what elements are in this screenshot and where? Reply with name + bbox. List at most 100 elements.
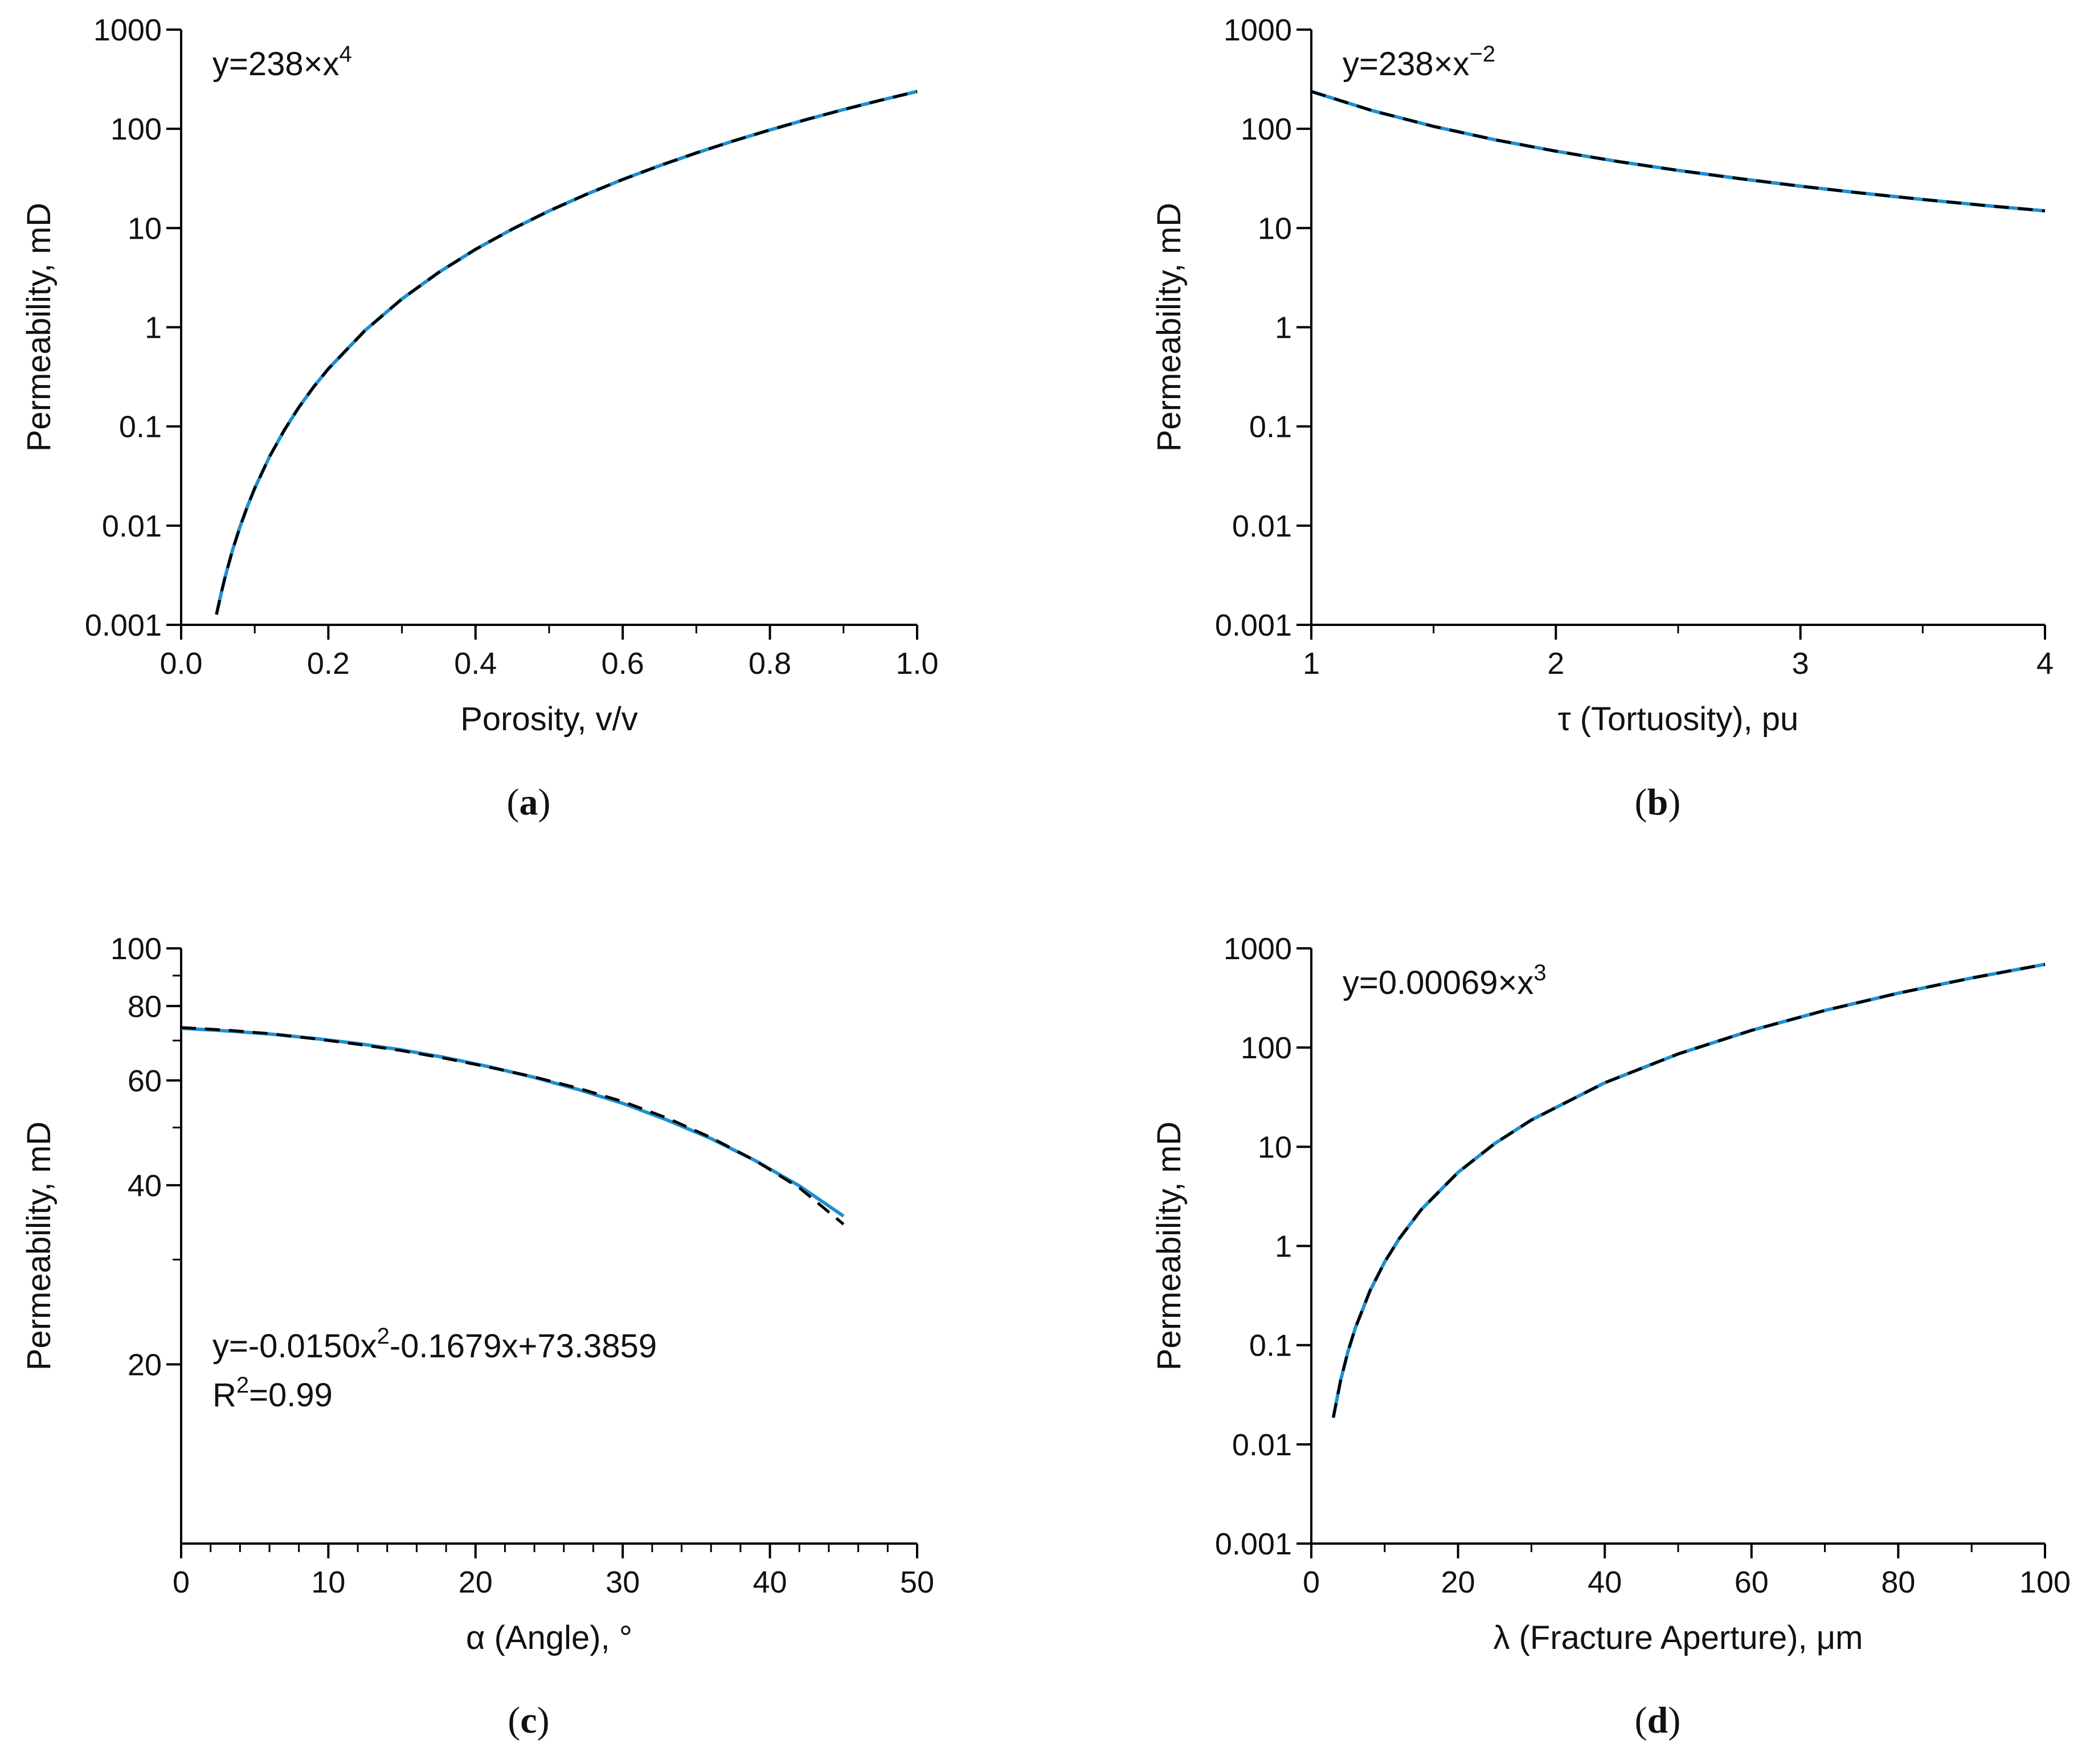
x-tick-label: 0.4 (454, 646, 497, 681)
y-tick-label: 20 (128, 1348, 162, 1382)
x-tick-label: 80 (1881, 1565, 1915, 1599)
equation-prefix: y=238×x (1343, 46, 1470, 83)
caption-close-paren: ) (1668, 781, 1680, 823)
y-tick-label: 40 (128, 1169, 162, 1203)
x-tick-label: 1.0 (895, 646, 938, 681)
y-tick-label: 0.01 (102, 509, 162, 543)
y-tick-label: 0.01 (1232, 1428, 1292, 1462)
caption-letter: d (1647, 1700, 1668, 1741)
y-tick-label: 10 (128, 211, 162, 245)
equation-suffix: -0.1679x+73.3859 (390, 1328, 657, 1365)
series-line-data (215, 90, 918, 615)
y-tick-label: 100 (111, 932, 162, 966)
caption-close-paren: ) (538, 781, 551, 823)
caption-close-paren: ) (537, 1700, 550, 1741)
y-tick-label: 60 (128, 1064, 162, 1098)
y-tick-label: 0.001 (85, 608, 162, 642)
x-tick-label: 60 (1735, 1565, 1769, 1599)
series-line-fit (1331, 963, 2046, 1418)
caption-open-paren: ( (1635, 1700, 1647, 1741)
chart-panel-d: 0 20 40 60 80 100 0.001 0.01 0.1 1 10 100 1000 λ (Fra… (1151, 932, 2071, 1741)
equation-prefix: y=-0.0150x (212, 1328, 377, 1365)
x-tick-label: 1 (1303, 646, 1320, 681)
r-squared-exponent: 2 (236, 1373, 249, 1398)
x-tick-label: 0.8 (748, 646, 791, 681)
y-tick-label: 1 (1275, 311, 1292, 345)
series-line-fit (1311, 89, 2046, 213)
y-tick-label: 0.1 (1249, 410, 1292, 444)
x-tick-label: 0.2 (307, 646, 350, 681)
x-tick-label: 40 (1588, 1565, 1622, 1599)
r-squared-text: R2=0.99 (212, 1373, 333, 1414)
y-axis-title: Permeability, mD (1151, 1122, 1188, 1370)
y-tick-label: 100 (1241, 112, 1292, 146)
panel-caption: (c) (508, 1700, 549, 1741)
x-axis-title: τ (Tortuosity), pu (1558, 701, 1799, 738)
y-axis-title: Permeability, mD (21, 1122, 58, 1370)
y-tick-label: 0.01 (1232, 509, 1292, 543)
caption-letter: a (520, 781, 538, 823)
panel-caption: (d) (1635, 1700, 1681, 1741)
r-squared-value: =0.99 (249, 1377, 333, 1414)
equation-text: y=238×x−2 (1343, 42, 1495, 83)
y-tick-label: 1000 (93, 13, 162, 47)
x-axis-title: Porosity, v/v (460, 701, 638, 738)
y-tick-label: 0.001 (1215, 608, 1292, 642)
x-tick-label: 0 (173, 1565, 190, 1599)
caption-close-paren: ) (1668, 1700, 1680, 1741)
y-tick-label: 1 (1275, 1230, 1292, 1264)
caption-open-paren: ( (1635, 781, 1647, 823)
series-line-data (181, 1026, 845, 1226)
x-tick-label: 0 (1303, 1565, 1320, 1599)
chart-panel-b: 1 2 3 4 0.001 0.01 0.1 1 10 100 1000 τ (Tortuosity)… (1151, 13, 2054, 823)
x-tick-label: 20 (459, 1565, 493, 1599)
x-tick-label: 0.6 (602, 646, 644, 681)
y-tick-label: 0.1 (119, 410, 162, 444)
y-tick-label: 10 (1258, 1130, 1292, 1164)
x-tick-label: 50 (900, 1565, 934, 1599)
x-tick-label: 10 (311, 1565, 345, 1599)
y-tick-label: 100 (111, 112, 162, 146)
equation-prefix: y=0.00069×x (1343, 964, 1533, 1001)
y-axis-title: Permeability, mD (1151, 203, 1188, 452)
x-tick-label: 3 (1792, 646, 1809, 681)
y-tick-label: 0.1 (1249, 1329, 1292, 1363)
caption-letter: b (1647, 781, 1668, 823)
caption-open-paren: ( (507, 781, 520, 823)
chart-panel-c: 0 10 20 30 40 50 20 40 60 80 100 α (Angle), ° Permea… (21, 932, 934, 1741)
equation-exponent: 2 (377, 1324, 390, 1349)
panel-caption: (b) (1635, 781, 1681, 823)
chart-panel-a: 0.0 0.2 0.4 0.6 0.8 1.0 0.001 0.01 0.1 1 10 100 1000… (21, 13, 939, 823)
equation-text: y=-0.0150x2-0.1679x+73.3859 (212, 1324, 657, 1365)
y-tick-label: 1000 (1224, 13, 1292, 47)
x-tick-label: 4 (2036, 646, 2054, 681)
series-line-fit (215, 89, 918, 615)
series-line-fit (181, 1026, 845, 1218)
caption-open-paren: ( (508, 1700, 520, 1741)
x-tick-label: 0.0 (159, 646, 202, 681)
x-tick-label: 40 (753, 1565, 787, 1599)
equation-text: y=238×x4 (212, 42, 352, 83)
y-axis-title: Permeability, mD (21, 203, 58, 452)
x-tick-label: 30 (606, 1565, 640, 1599)
equation-exponent: 4 (340, 42, 352, 67)
x-tick-label: 2 (1547, 646, 1564, 681)
panel-caption: (a) (507, 781, 551, 823)
y-tick-label: 1000 (1224, 932, 1292, 966)
x-tick-label: 20 (1441, 1565, 1475, 1599)
caption-letter: c (520, 1700, 537, 1741)
x-axis-title: λ (Fracture Aperture), μm (1493, 1619, 1863, 1656)
r-squared-prefix: R (212, 1377, 236, 1414)
y-tick-label: 10 (1258, 211, 1292, 245)
x-axis-title: α (Angle), ° (466, 1619, 632, 1656)
series-line-data (1332, 963, 2046, 1418)
equation-prefix: y=238×x (212, 46, 340, 83)
y-tick-label: 0.001 (1215, 1527, 1292, 1561)
series-line-data (1311, 90, 2046, 212)
equation-exponent: −2 (1470, 42, 1496, 67)
y-tick-label: 80 (128, 989, 162, 1024)
equation-exponent: 3 (1533, 960, 1546, 985)
y-tick-label: 1 (145, 311, 162, 345)
